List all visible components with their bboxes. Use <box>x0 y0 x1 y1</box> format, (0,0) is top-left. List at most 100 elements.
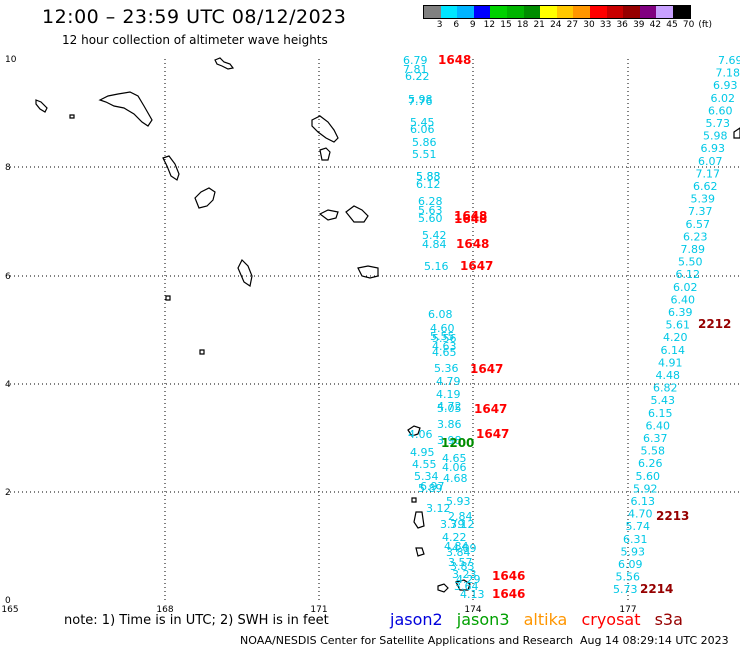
island-outline <box>311 115 339 143</box>
pass-time-label: 1647 <box>460 259 493 273</box>
wave-height-label: 6.26 <box>638 457 663 470</box>
y-tick-label: 6 <box>5 272 11 282</box>
wave-height-label: 6.13 <box>631 495 656 508</box>
pass-time-label: 1647 <box>476 427 509 441</box>
wave-height-label: 3.79 <box>440 518 465 531</box>
wave-height-label: 6.02 <box>673 281 698 294</box>
pass-time-label: 1647 <box>470 362 503 376</box>
scale-label: 36 <box>616 20 628 30</box>
wave-height-label: 6.93 <box>701 142 726 155</box>
scale-swatch <box>589 6 607 18</box>
y-tick-label: 4 <box>5 380 11 390</box>
y-tick-label: 8 <box>5 163 11 173</box>
wave-height-values: 6.797.816.225.987.765.456.065.865.515.83… <box>403 54 740 601</box>
island-outline <box>345 205 369 223</box>
scale-label: 24 <box>550 20 562 30</box>
scale-label: 42 <box>649 20 662 30</box>
island-outline <box>415 547 425 557</box>
wave-height-label: 4.09 <box>452 542 477 555</box>
scale-swatch <box>473 6 491 18</box>
island-outline <box>437 583 449 593</box>
wave-height-label: 6.82 <box>653 382 678 395</box>
island-outline <box>733 127 740 139</box>
wave-height-label: 3.57 <box>448 556 473 569</box>
island-outline <box>194 187 216 209</box>
wave-height-label: 6.37 <box>643 432 668 445</box>
scale-swatch <box>656 6 673 18</box>
wave-height-label: 4.29 <box>456 573 481 586</box>
scale-label: 70 <box>682 20 695 30</box>
y-tick-label: 10 <box>5 55 17 65</box>
legend-cryosat: cryosat <box>581 610 641 629</box>
wave-height-label: 5.50 <box>678 256 703 269</box>
x-tick-label: 177 <box>619 605 636 615</box>
scale-label: 33 <box>599 20 612 30</box>
wave-height-label: 4.65 <box>442 452 467 465</box>
wave-height-label: 5.83 <box>416 170 441 183</box>
wave-height-label: 5.60 <box>418 212 443 225</box>
pass-time-label: 2213 <box>656 509 689 523</box>
wave-height-label: 6.15 <box>648 407 673 420</box>
pass-time-label: 1648 <box>454 209 487 223</box>
wave-height-label: 5.56 <box>432 332 457 345</box>
pass-time-label: 1646 <box>492 587 525 601</box>
wave-height-label: 4.06 <box>408 428 433 441</box>
island-outline <box>357 265 379 279</box>
wave-height-label: 5.98 <box>703 130 728 143</box>
wave-height-label: 3.64 <box>454 580 479 593</box>
wave-height-label: 5.88 <box>416 170 441 183</box>
wave-height-label: 4.65 <box>432 346 457 359</box>
wave-height-label: 4.95 <box>410 446 435 459</box>
pass-time-label: 1647 <box>474 402 507 416</box>
wave-height-label: 4.68 <box>443 472 468 485</box>
wave-height-label: 6.08 <box>428 308 453 321</box>
scale-label: 15 <box>500 20 512 30</box>
wave-height-label: 6.40 <box>646 419 671 432</box>
color-scale-bar <box>423 5 691 19</box>
x-tick-label: 174 <box>464 605 481 615</box>
scale-swatch <box>672 6 690 18</box>
scale-label: 27 <box>566 20 579 30</box>
legend-s3a: s3a <box>654 610 683 629</box>
pass-time-label: 1648 <box>438 53 471 67</box>
wave-height-label: 6.12 <box>416 178 441 191</box>
x-tick-label: 171 <box>310 605 327 615</box>
scale-swatch <box>440 6 458 18</box>
wave-height-label: 5.51 <box>412 148 437 161</box>
y-tick-label: 2 <box>5 488 11 498</box>
wave-height-label: 5.55 <box>430 330 455 343</box>
island-outline <box>318 209 339 221</box>
scale-label: 12 <box>483 20 496 30</box>
map-title: 12:00 – 23:59 UTC 08/12/2023 <box>42 6 347 28</box>
island-outlines <box>35 57 740 593</box>
x-tick-label: 165 <box>1 605 18 615</box>
wave-height-label: 5.42 <box>422 229 447 242</box>
wave-height-label: 7.81 <box>403 63 428 76</box>
satellite-legend: jason2 jason3 altika cryosat s3a <box>390 610 692 629</box>
pass-time-labels: 1648164816481648164716471647164712001646… <box>438 53 731 601</box>
wave-height-label: 3.23 <box>452 568 477 581</box>
wave-height-label: 4.06 <box>442 461 467 474</box>
wave-height-label: 5.16 <box>424 260 449 273</box>
pass-time-label: 2214 <box>640 582 673 596</box>
wave-height-label: 4.48 <box>656 369 681 382</box>
island-outline <box>165 295 171 301</box>
wave-height-label: 6.40 <box>671 293 696 306</box>
scale-label: (ft) <box>698 20 712 30</box>
pass-time-label: 1648 <box>454 212 487 226</box>
wave-height-label: 4.63 <box>432 340 457 353</box>
scale-label: 45 <box>666 20 678 30</box>
island-outline <box>69 114 75 119</box>
island-outline <box>319 147 331 161</box>
wave-height-label: 6.02 <box>711 92 736 105</box>
wave-height-label: 6.07 <box>698 155 723 168</box>
island-outline <box>98 91 153 127</box>
wave-height-label: 6.12 <box>676 268 701 281</box>
scale-label: 18 <box>516 20 529 30</box>
wave-height-label: 6.23 <box>683 230 708 243</box>
wave-height-label: 5.05 <box>437 402 462 415</box>
wave-height-label: 7.76 <box>408 95 433 108</box>
wave-height-label: 5.45 <box>410 116 435 129</box>
wave-height-label: 5.61 <box>666 319 691 332</box>
legend-jason2: jason2 <box>390 610 443 629</box>
